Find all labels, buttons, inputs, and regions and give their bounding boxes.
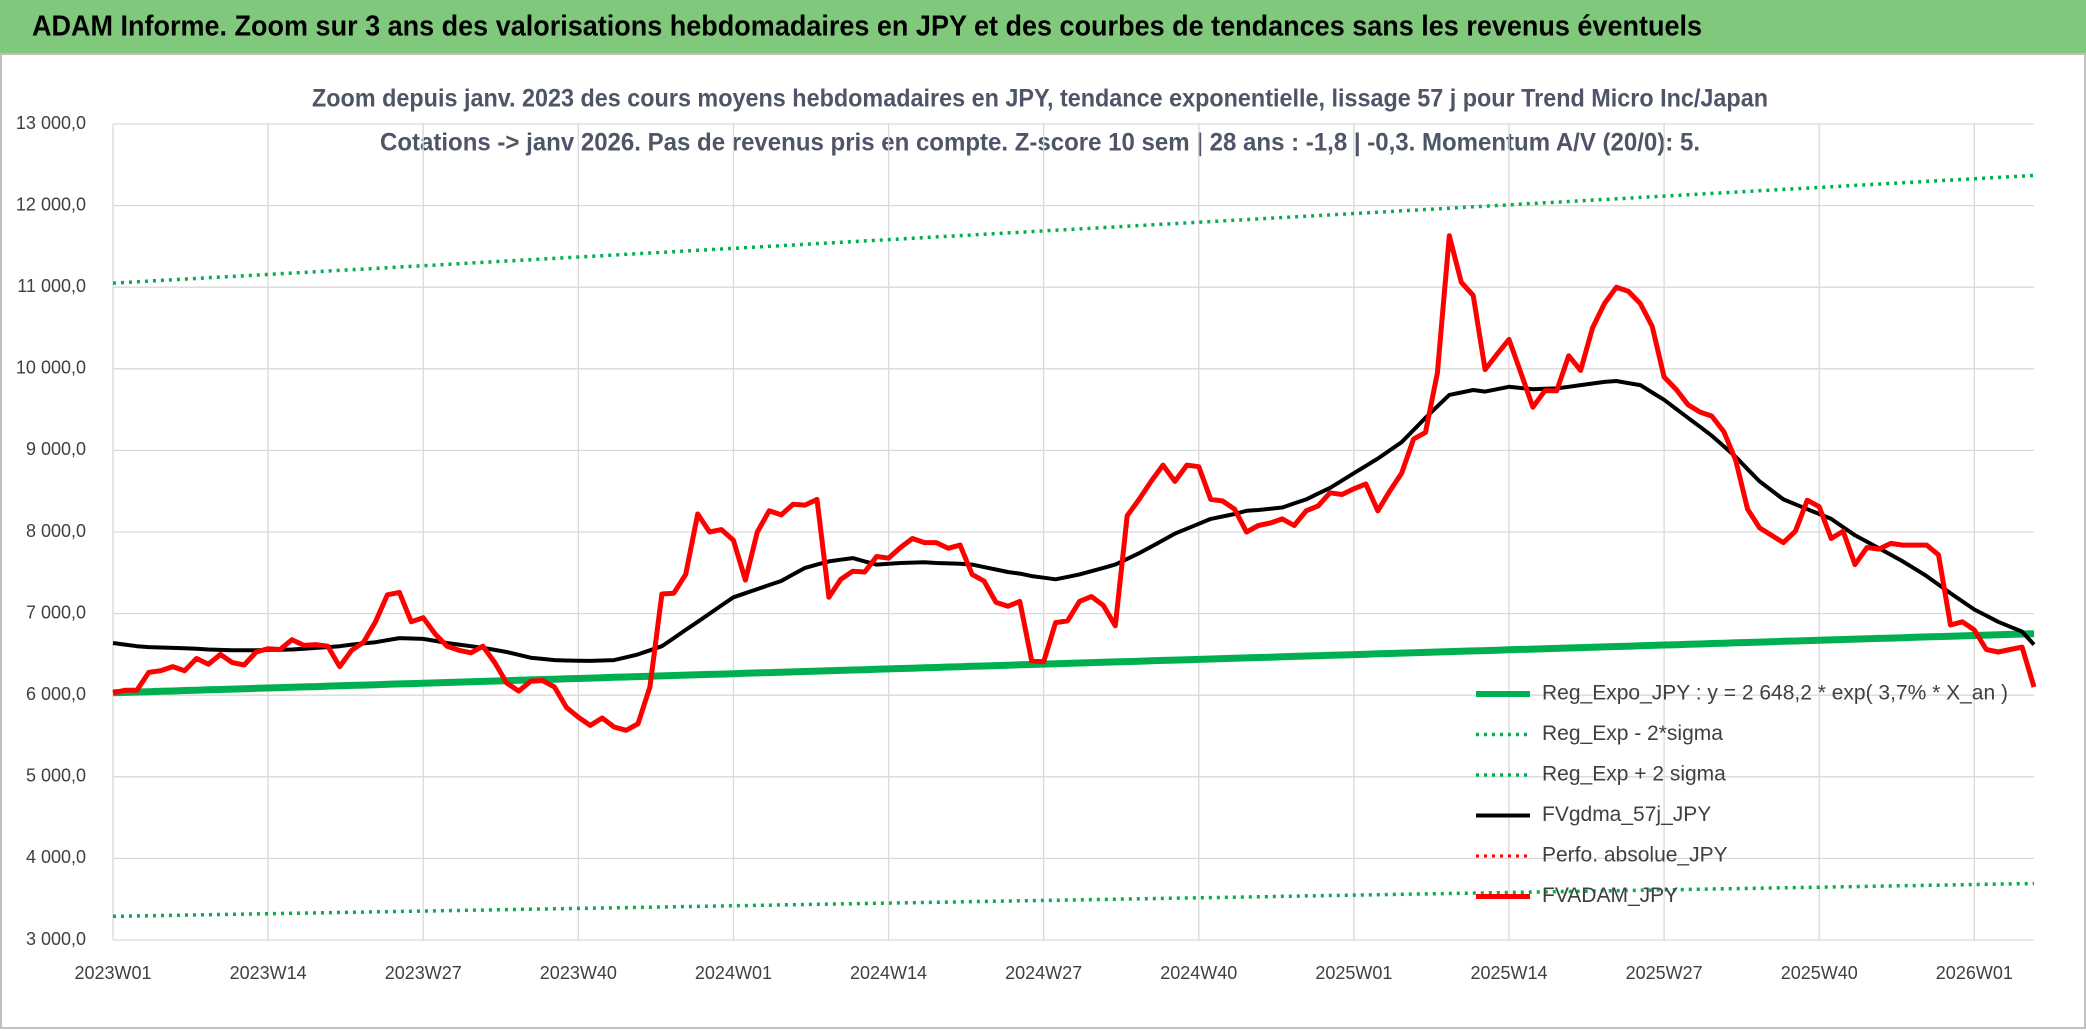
chart-title: Zoom depuis janv. 2023 des cours moyens … — [312, 85, 1768, 113]
x-tick-label: 2023W14 — [230, 963, 307, 983]
legend-label: Reg_Expo_JPY : y = 2 648,2 * exp( 3,7% *… — [1542, 682, 2008, 705]
x-tick-label: 2024W40 — [1160, 963, 1237, 983]
x-tick-label: 2025W14 — [1470, 963, 1547, 983]
y-tick-label: 3 000,0 — [26, 929, 86, 949]
x-tick-label: 2023W27 — [385, 963, 462, 983]
x-tick-label: 2023W40 — [540, 963, 617, 983]
y-tick-label: 13 000,0 — [16, 113, 86, 133]
y-tick-label: 8 000,0 — [26, 521, 86, 541]
x-tick-label: 2025W27 — [1626, 963, 1703, 983]
header-title: ADAM Informe. Zoom sur 3 ans des valoris… — [32, 11, 1702, 43]
x-tick-label: 2025W01 — [1315, 963, 1392, 983]
y-tick-label: 5 000,0 — [26, 766, 86, 786]
series-line — [112, 881, 2035, 919]
chart-frame — [0, 53, 2086, 1029]
legend-label: FVgdma_57j_JPY — [1542, 803, 1711, 826]
y-tick-label: 12 000,0 — [16, 194, 86, 214]
x-tick-label: 2024W27 — [1005, 963, 1082, 983]
chart-subtitle: Cotations -> janv 2026. Pas de revenus p… — [380, 129, 1700, 157]
legend-label: Reg_Exp + 2 sigma — [1542, 763, 1726, 786]
legend: Reg_Expo_JPY : y = 2 648,2 * exp( 3,7% *… — [1476, 682, 2008, 907]
y-tick-label: 6 000,0 — [26, 684, 86, 704]
y-tick-label: 11 000,0 — [17, 276, 86, 296]
x-tick-label: 2024W01 — [695, 963, 772, 983]
x-tick-label: 2026W01 — [1936, 963, 2013, 983]
legend-label: Reg_Exp - 2*sigma — [1542, 722, 1723, 745]
legend-label: Perfo. absolue_JPY — [1542, 844, 1728, 867]
series-line — [112, 379, 2036, 663]
series-line — [112, 173, 2035, 285]
y-tick-label: 7 000,0 — [26, 602, 86, 622]
series-line — [112, 630, 2035, 697]
x-tick-label: 2023W01 — [74, 963, 151, 983]
x-tick-label: 2025W40 — [1781, 963, 1858, 983]
legend-label: FVADAM_JPY — [1542, 884, 1678, 907]
series-line — [112, 233, 2037, 733]
y-tick-label: 9 000,0 — [26, 439, 86, 459]
x-tick-label: 2024W14 — [850, 963, 927, 983]
y-tick-label: 4 000,0 — [26, 847, 86, 867]
header-bar — [0, 0, 2086, 53]
y-tick-label: 10 000,0 — [16, 358, 86, 378]
